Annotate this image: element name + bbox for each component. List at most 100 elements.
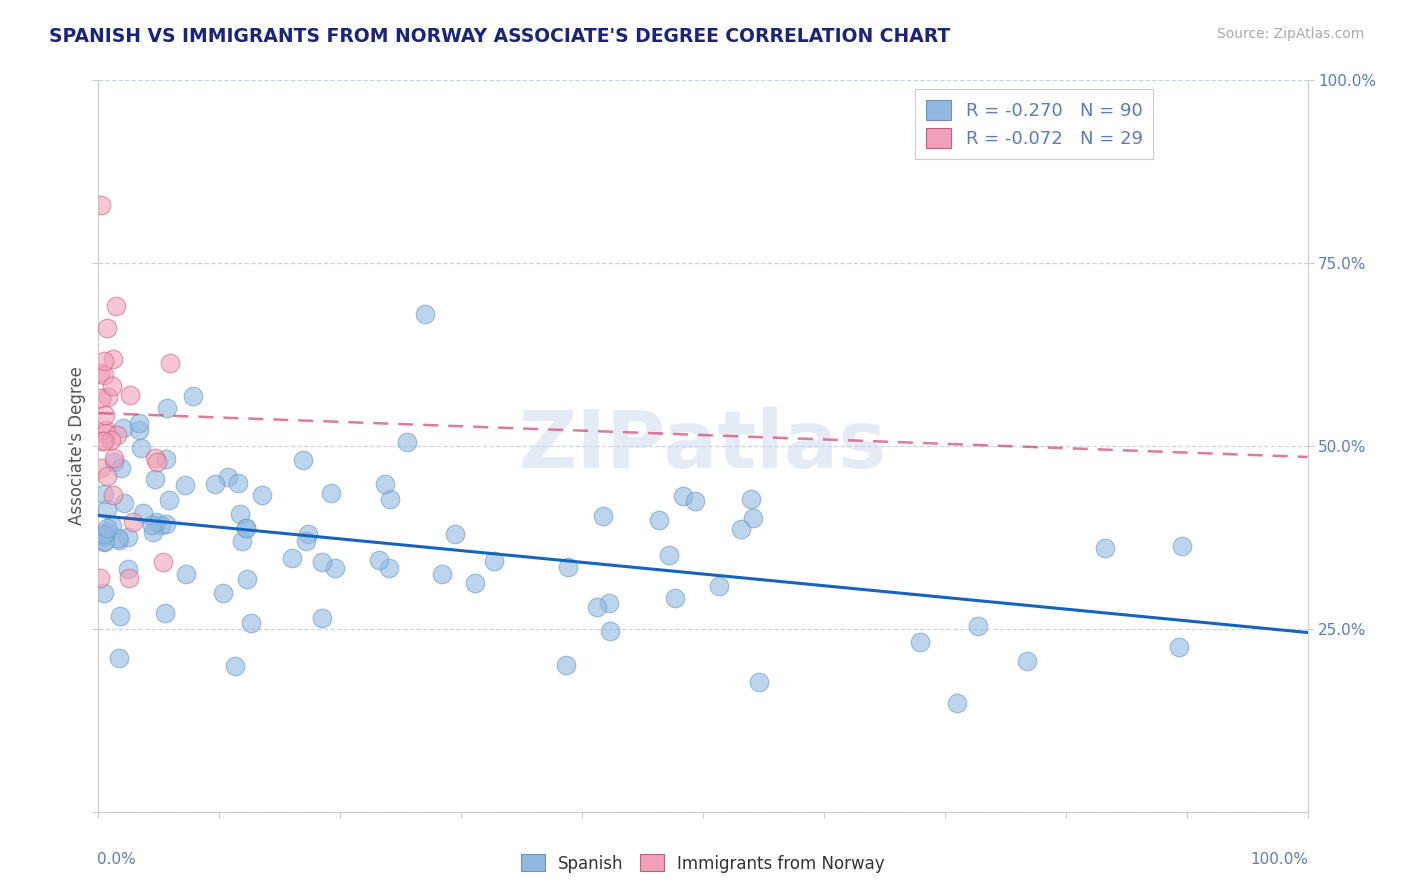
Point: [707, 579, 730, 593]
Point: [132, 506, 155, 520]
Point: [94, 426, 117, 441]
Point: [90, 197, 112, 211]
Point: [217, 470, 239, 484]
Point: [90, 461, 112, 475]
Point: [374, 477, 396, 491]
Point: [143, 472, 166, 486]
Point: [685, 493, 707, 508]
Point: [90, 434, 112, 449]
Point: [325, 560, 347, 574]
Point: [174, 567, 197, 582]
Point: [96, 502, 118, 516]
Point: [378, 561, 401, 575]
Point: [1171, 540, 1194, 554]
Point: [592, 509, 614, 524]
Point: [443, 527, 465, 541]
Y-axis label: Associate's Degree: Associate's Degree: [67, 367, 86, 525]
Point: [740, 491, 762, 506]
Point: [107, 651, 129, 665]
Point: [281, 551, 304, 566]
Point: [108, 608, 131, 623]
Text: ZIPatlas: ZIPatlas: [519, 407, 887, 485]
Point: [128, 416, 150, 430]
Point: [94, 533, 117, 548]
Point: [94, 423, 117, 437]
Point: [104, 299, 127, 313]
Point: [150, 518, 173, 533]
Point: [117, 562, 139, 576]
Point: [664, 591, 686, 605]
Point: [658, 548, 681, 562]
Point: [231, 534, 253, 549]
Point: [239, 616, 262, 631]
Point: [908, 635, 931, 649]
Point: [181, 389, 204, 403]
Point: [204, 477, 226, 491]
Point: [94, 408, 117, 422]
Point: [101, 488, 124, 502]
Point: [105, 428, 128, 442]
Point: [152, 555, 174, 569]
Point: [482, 554, 505, 568]
Point: [141, 517, 163, 532]
Point: [93, 535, 115, 549]
Point: [211, 586, 233, 600]
Point: [103, 450, 125, 465]
Point: [122, 516, 145, 530]
Point: [100, 519, 122, 533]
Point: [291, 453, 314, 467]
Point: [145, 515, 167, 529]
Point: [432, 566, 454, 581]
Point: [156, 401, 179, 415]
Point: [647, 513, 669, 527]
Point: [396, 434, 419, 449]
Point: [413, 307, 436, 321]
Point: [155, 452, 177, 467]
Point: [146, 455, 169, 469]
Point: [93, 368, 115, 383]
Point: [380, 491, 402, 506]
Point: [103, 454, 125, 468]
Point: [748, 674, 770, 689]
Point: [93, 434, 115, 448]
Point: [159, 356, 181, 370]
Text: 100.0%: 100.0%: [1251, 852, 1309, 867]
Point: [585, 599, 607, 614]
Point: [93, 529, 115, 543]
Point: [671, 490, 693, 504]
Point: [96, 469, 118, 483]
Point: [143, 451, 166, 466]
Point: [311, 611, 333, 625]
Point: [93, 353, 115, 368]
Point: [96, 521, 118, 535]
Point: [117, 530, 139, 544]
Point: [93, 527, 115, 541]
Point: [100, 434, 122, 448]
Point: [128, 423, 150, 437]
Point: [226, 476, 249, 491]
Point: [96, 525, 118, 540]
Point: [741, 511, 763, 525]
Legend: Spanish, Immigrants from Norway: Spanish, Immigrants from Norway: [515, 847, 891, 880]
Point: [142, 524, 165, 539]
Point: [554, 657, 576, 672]
Point: [110, 461, 132, 475]
Point: [89, 366, 111, 380]
Text: SPANISH VS IMMIGRANTS FROM NORWAY ASSOCIATE'S DEGREE CORRELATION CHART: SPANISH VS IMMIGRANTS FROM NORWAY ASSOCI…: [49, 27, 950, 45]
Point: [90, 391, 112, 405]
Point: [311, 555, 333, 569]
Point: [101, 379, 124, 393]
Point: [235, 521, 257, 535]
Point: [118, 388, 141, 402]
Point: [235, 521, 257, 535]
Point: [967, 619, 990, 633]
Point: [224, 659, 246, 673]
Point: [598, 596, 620, 610]
Point: [129, 441, 152, 455]
Point: [945, 696, 967, 710]
Point: [599, 624, 621, 639]
Point: [96, 321, 118, 335]
Point: [174, 478, 197, 492]
Point: [1094, 541, 1116, 555]
Point: [319, 486, 342, 500]
